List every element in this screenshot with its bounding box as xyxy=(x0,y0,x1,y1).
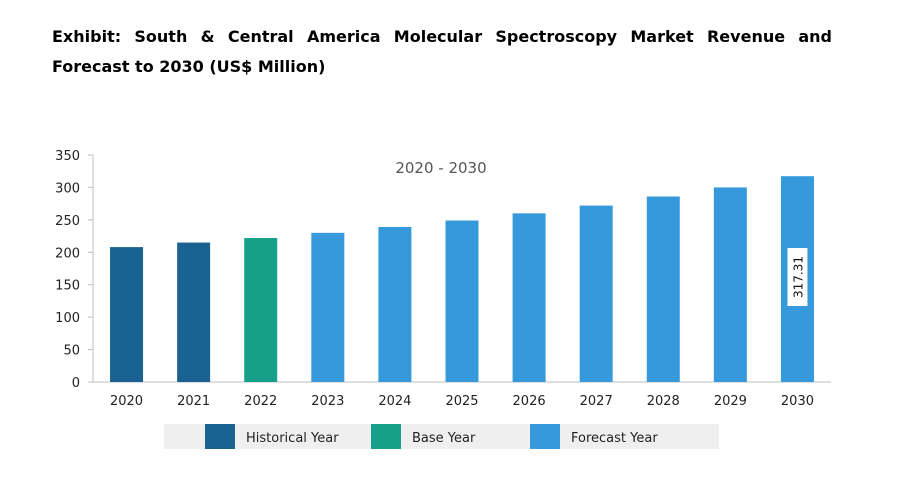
legend-label-base: Base Year xyxy=(412,431,476,446)
bar-2024 xyxy=(378,226,412,382)
x-tick-label: 2026 xyxy=(513,394,546,409)
y-tick-label: 0 xyxy=(72,376,80,391)
bar-2021 xyxy=(177,242,211,382)
data-label-box xyxy=(787,248,808,306)
legend-label-historical: Historical Year xyxy=(246,431,339,446)
y-tick-label: 350 xyxy=(55,149,80,164)
bars xyxy=(110,176,814,382)
y-tick-label: 50 xyxy=(63,344,80,359)
x-tick-label: 2025 xyxy=(445,394,478,409)
legend-swatch-historical xyxy=(205,424,235,449)
bar-2022 xyxy=(244,238,278,382)
x-tick-label: 2020 xyxy=(110,394,143,409)
x-tick-label: 2023 xyxy=(311,394,344,409)
chart-title: Exhibit: South & Central America Molecul… xyxy=(52,27,832,76)
bar-2028 xyxy=(646,196,680,382)
x-tick-label: 2029 xyxy=(714,394,747,409)
x-tick-label: 2030 xyxy=(781,394,814,409)
legend-label-forecast: Forecast Year xyxy=(571,431,658,446)
bar-2027 xyxy=(579,205,613,382)
data-label-text: 317.31 xyxy=(791,256,805,298)
bar-2029 xyxy=(713,187,747,382)
x-tick-label: 2028 xyxy=(647,394,680,409)
legend-background xyxy=(164,424,719,449)
y-tick-label: 250 xyxy=(55,214,80,229)
y-tick-label: 300 xyxy=(55,181,80,196)
bar-2020 xyxy=(110,247,144,382)
x-tick-label: 2027 xyxy=(580,394,613,409)
y-tick-label: 200 xyxy=(55,246,80,261)
legend: Historical Year Base Year Forecast Year xyxy=(164,424,719,449)
bar-2026 xyxy=(512,213,546,382)
x-tick-label: 2021 xyxy=(177,394,210,409)
chart-subtitle: 2020 - 2030 xyxy=(395,159,486,177)
bar-2023 xyxy=(311,232,345,382)
bar-2025 xyxy=(445,220,479,382)
legend-swatch-base xyxy=(371,424,401,449)
x-axis: 2020 2021 2022 2023 2024 2025 2026 2027 2028 2029… xyxy=(93,381,831,409)
x-tick-label: 2022 xyxy=(244,394,277,409)
x-tick-label: 2024 xyxy=(378,394,411,409)
data-label-2030: 317.31 xyxy=(787,248,808,306)
legend-swatch-forecast xyxy=(530,424,560,449)
data-labels: 317.31 xyxy=(787,248,808,306)
y-tick-label: 100 xyxy=(55,311,80,326)
y-axis: 0 50 100 150 200 250 300 350 xyxy=(55,149,94,391)
y-tick-label: 150 xyxy=(55,279,80,294)
